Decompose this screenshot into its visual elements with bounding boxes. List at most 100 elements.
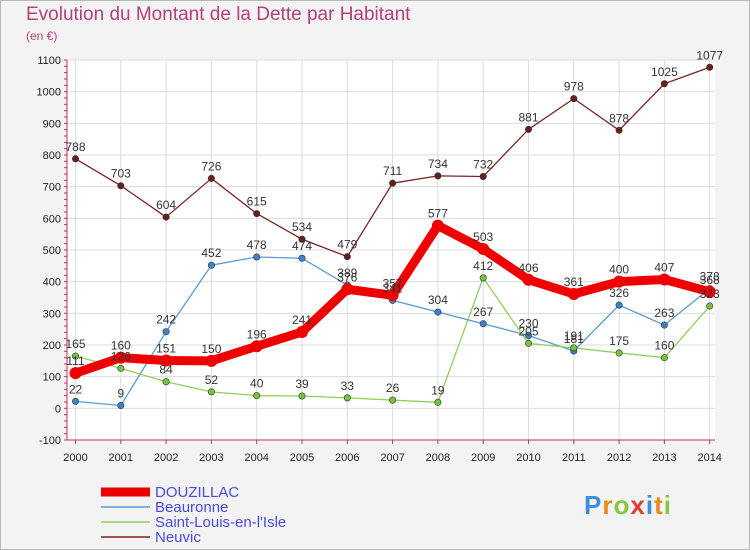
data-point: [660, 354, 668, 362]
x-tick-label: 2007: [380, 452, 404, 464]
data-label: 1077: [696, 48, 723, 62]
data-point: [162, 378, 170, 386]
data-label: 111: [66, 354, 85, 368]
data-label: 478: [247, 238, 267, 252]
data-point: [162, 328, 170, 336]
data-label: 160: [111, 339, 131, 353]
data-label: 181: [564, 332, 584, 346]
data-point: [298, 254, 306, 262]
data-point: [253, 210, 261, 218]
data-point: [207, 261, 215, 269]
x-tick-label: 2004: [244, 452, 268, 464]
data-label: 878: [609, 111, 629, 125]
x-tick-label: 2010: [516, 452, 540, 464]
x-tick-label: 2005: [290, 452, 314, 464]
data-label: 205: [518, 324, 538, 338]
data-label: 788: [65, 140, 85, 154]
data-label: 33: [341, 379, 355, 393]
data-label: 191: [564, 329, 584, 343]
data-point: [479, 173, 487, 181]
data-point: [72, 352, 80, 360]
data-point: [524, 331, 532, 339]
data-label: 978: [564, 80, 584, 94]
data-label: 703: [111, 167, 131, 181]
data-label: 412: [473, 259, 493, 273]
data-point: [615, 301, 623, 309]
x-tick-label: 2012: [607, 452, 631, 464]
x-tick-label: 2011: [562, 452, 586, 464]
y-tick-label: -100: [39, 435, 61, 447]
data-label: 263: [654, 306, 674, 320]
data-point: [343, 253, 351, 261]
chart-title: Evolution du Montant de la Dette par Hab…: [26, 4, 411, 25]
y-tick-label: 900: [43, 118, 61, 130]
data-point: [298, 235, 306, 243]
data-label: 39: [295, 377, 309, 391]
legend-label: DOUZILLAC: [155, 484, 239, 501]
y-tick-label: 300: [43, 308, 61, 320]
data-point: [613, 275, 626, 288]
data-label: 150: [201, 342, 221, 356]
data-label: 267: [473, 305, 493, 319]
data-point: [524, 339, 532, 347]
data-label: 165: [65, 337, 85, 351]
data-label: 242: [156, 313, 176, 327]
data-label: 40: [250, 377, 264, 391]
data-point: [570, 95, 578, 103]
data-point: [341, 283, 354, 296]
data-label: 474: [292, 239, 312, 253]
data-point: [567, 288, 580, 301]
data-label: 151: [156, 342, 176, 356]
data-label: 479: [337, 238, 357, 252]
data-label: 175: [609, 334, 629, 348]
data-point: [522, 273, 535, 286]
data-point: [524, 125, 532, 133]
data-label: 534: [292, 220, 312, 234]
data-label: 230: [518, 317, 538, 331]
data-point: [615, 349, 623, 357]
y-tick-label: 700: [43, 182, 61, 194]
x-tick-label: 2014: [697, 452, 721, 464]
y-tick-label: 200: [43, 340, 61, 352]
x-tick-label: 2003: [199, 452, 223, 464]
x-tick-label: 2001: [109, 452, 133, 464]
data-point: [207, 174, 215, 182]
data-point: [615, 126, 623, 134]
data-label: 160: [654, 339, 674, 353]
y-tick-label: 0: [55, 403, 61, 415]
data-label: 378: [700, 270, 720, 284]
data-label: 304: [428, 293, 448, 307]
data-label: 361: [564, 275, 584, 289]
data-label: 732: [473, 158, 493, 172]
data-label: 196: [247, 327, 267, 341]
data-label: 126: [111, 349, 131, 363]
data-label: 604: [156, 198, 176, 212]
data-point: [114, 351, 127, 364]
legend-label: Neuvic: [155, 529, 201, 546]
data-point: [477, 243, 490, 256]
data-point: [706, 63, 714, 71]
data-point: [434, 308, 442, 316]
chart-unit: (en €): [26, 29, 58, 43]
data-label: 376: [337, 270, 357, 284]
data-point: [205, 354, 218, 367]
data-point: [72, 397, 80, 405]
x-tick-label: 2013: [652, 452, 676, 464]
data-point: [570, 344, 578, 352]
data-point: [253, 392, 261, 400]
data-point: [117, 182, 125, 190]
data-label: 406: [518, 261, 538, 275]
data-point: [386, 289, 399, 302]
data-label: 241: [292, 313, 312, 327]
x-tick-label: 2009: [471, 452, 495, 464]
data-label: 19: [431, 383, 445, 397]
data-point: [706, 302, 714, 310]
data-label: 726: [201, 159, 221, 173]
x-tick-label: 2006: [335, 452, 359, 464]
y-tick-label: 1000: [37, 87, 61, 99]
data-point: [250, 340, 263, 353]
data-label: 615: [247, 195, 267, 209]
data-point: [479, 274, 487, 282]
y-tick-label: 100: [43, 372, 61, 384]
y-tick-label: 600: [43, 213, 61, 225]
